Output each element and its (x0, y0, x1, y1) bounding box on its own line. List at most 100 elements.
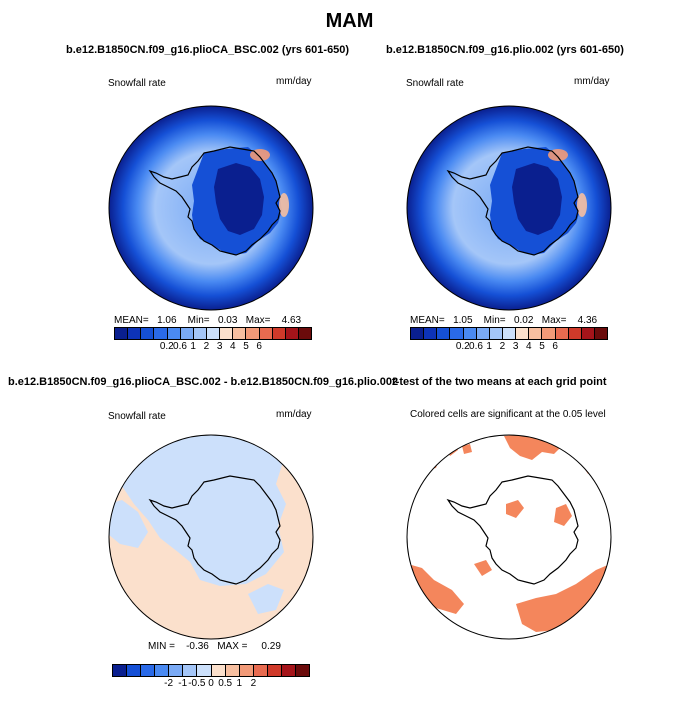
colorbar-box (239, 665, 254, 676)
colorbar-box (180, 328, 194, 339)
colorbar-box (267, 665, 282, 676)
colorbar-box (233, 328, 247, 339)
panel-4-antarctica-coastline (446, 475, 579, 585)
colorbar-tick-label: 5 (539, 341, 545, 352)
colorbar-box (167, 328, 181, 339)
colorbar-box (211, 665, 226, 676)
colorbar-box (169, 665, 184, 676)
panel-2-variable-label: Snowfall rate (406, 78, 464, 89)
figure-title: MAM (325, 10, 374, 32)
colorbar-box (197, 665, 212, 676)
colorbar-box (281, 665, 297, 676)
colorbar-box (154, 328, 168, 339)
panel-2-map-border (406, 105, 612, 311)
panel-4-note: Colored cells are significant at the 0.0… (410, 409, 606, 420)
colorbar-box (259, 328, 273, 339)
panel-2-title: b.e12.B1850CN.f09_g16.plio.002 (yrs 601-… (386, 44, 624, 56)
panel-3-colorbar (112, 664, 310, 677)
panel-3-stats: MIN = -0.36 MAX = 0.29 (148, 641, 281, 652)
panel-3-title: b.e12.B1850CN.f09_g16.plioCA_BSC.002 - b… (8, 376, 399, 388)
colorbar-box (183, 665, 198, 676)
colorbar-box (253, 665, 268, 676)
panel-2-antarctica-coastline (446, 146, 579, 256)
panel-2-stats: MEAN= 1.05 Min= 0.02 Max= 4.36 (410, 315, 598, 326)
colorbar-tick-label: 4 (230, 341, 236, 352)
colorbar-tick-label: 6 (552, 341, 558, 352)
colorbar-tick-label: -0.5 (188, 678, 206, 689)
colorbar-tick-label: 0.2 (159, 341, 174, 352)
panel-1-colorbar (114, 327, 312, 340)
colorbar-tick-label: 0.6 (173, 341, 187, 352)
colorbar-tick-label: 1 (486, 341, 492, 352)
panel-2-map (406, 105, 612, 311)
panel-1-variable-label: Snowfall rate (108, 78, 166, 89)
colorbar-box (450, 328, 464, 339)
colorbar-box (568, 328, 582, 339)
colorbar-box (555, 328, 569, 339)
colorbar-tick-label: 2 (250, 678, 257, 689)
colorbar-box (594, 328, 608, 339)
colorbar-box (220, 328, 234, 339)
colorbar-box (581, 328, 595, 339)
colorbar-box (272, 328, 286, 339)
colorbar-box (115, 328, 129, 339)
panel-4-map-border (406, 434, 612, 640)
panel-3-antarctica-coastline (148, 475, 281, 585)
colorbar-tick-label: 0.6 (469, 341, 483, 352)
panel-2-colorbar-ticks: 0.2 0.6 1 2 3 4 5 6 (410, 341, 608, 355)
panel-4-map (406, 434, 612, 640)
panel-4-map-background (407, 435, 611, 639)
colorbar-box (193, 328, 207, 339)
panel-2-colorbar (410, 327, 608, 340)
colorbar-box (127, 665, 142, 676)
colorbar-tick-label: 3 (216, 341, 223, 352)
panel-3-variable-label: Snowfall rate (108, 411, 166, 422)
colorbar-box (225, 665, 240, 676)
colorbar-box (113, 665, 128, 676)
colorbar-tick-label: 5 (243, 341, 249, 352)
colorbar-box (155, 665, 170, 676)
colorbar-box (463, 328, 477, 339)
panel-1-title: b.e12.B1850CN.f09_g16.plioCA_BSC.002 (yr… (66, 44, 350, 56)
panel-1-colorbar-ticks: 0.2 0.6 1 2 3 4 5 6 (114, 341, 312, 355)
colorbar-box (542, 328, 556, 339)
colorbar-box (246, 328, 260, 339)
colorbar-box (489, 328, 503, 339)
colorbar-box (476, 328, 490, 339)
colorbar-box (516, 328, 530, 339)
colorbar-box (296, 665, 310, 676)
panel-3-negative-anomaly-field (109, 435, 286, 614)
panel-1-antarctica-coastline (148, 146, 281, 256)
colorbar-tick-label: 2 (499, 341, 506, 352)
colorbar-tick-label: -1 (178, 678, 188, 689)
panel-4-title: t-test of the two means at each grid poi… (392, 376, 607, 388)
colorbar-box (298, 328, 312, 339)
colorbar-tick-label: 4 (526, 341, 532, 352)
panel-1-high-snowfall-patch-east (279, 193, 289, 217)
panel-1-map-border (108, 105, 314, 311)
colorbar-tick-label: 2 (203, 341, 210, 352)
colorbar-box (529, 328, 543, 339)
colorbar-box (285, 328, 299, 339)
colorbar-tick-label: -2 (164, 678, 174, 689)
colorbar-tick-label: 6 (256, 341, 262, 352)
colorbar-box (141, 328, 155, 339)
panel-3-map-border (108, 434, 314, 640)
panel-2-plateau-minimum (512, 163, 562, 235)
panel-2-units-label: mm/day (574, 76, 610, 87)
colorbar-tick-label: 3 (512, 341, 519, 352)
colorbar-tick-label: 0.5 (218, 678, 233, 689)
panel-1-map (108, 105, 314, 311)
panel-3-units-label: mm/day (276, 409, 312, 420)
panel-3-map (108, 434, 314, 640)
colorbar-box (206, 328, 221, 339)
colorbar-box (411, 328, 425, 339)
colorbar-box (424, 328, 438, 339)
panel-1-units-label: mm/day (276, 76, 312, 87)
colorbar-box (141, 665, 156, 676)
colorbar-tick-label: 0 (208, 678, 214, 689)
colorbar-box (437, 328, 451, 339)
panel-1-plateau-minimum (214, 163, 264, 235)
colorbar-box (128, 328, 142, 339)
colorbar-box (502, 328, 517, 339)
